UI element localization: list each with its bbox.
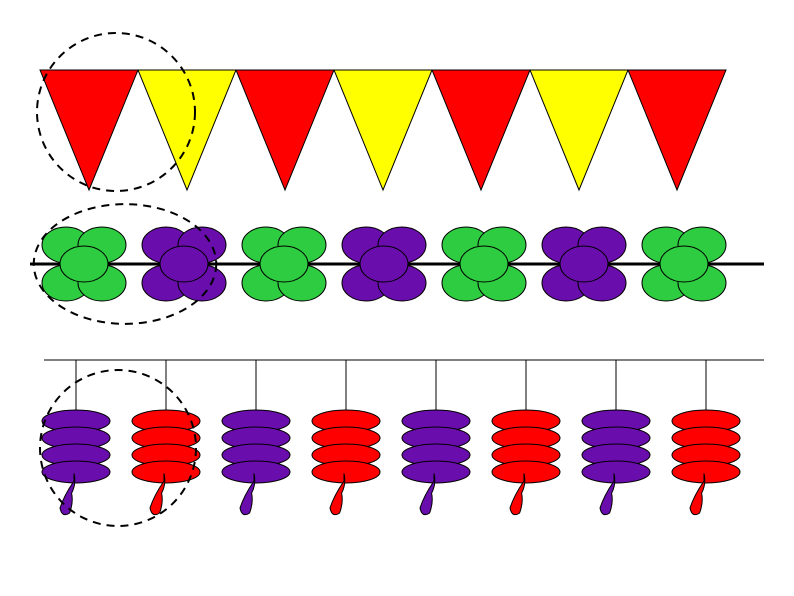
lantern-disc [312,461,380,483]
lantern-disc [42,461,110,483]
lantern-disc [492,461,560,483]
flower-petal [660,246,708,282]
flower-petal [560,246,608,282]
lantern-disc [582,461,650,483]
flower-petal [360,246,408,282]
flower-petal [160,246,208,282]
flower-petal [260,246,308,282]
pattern-diagram [0,0,794,596]
flower-petal [460,246,508,282]
lantern-disc [222,461,290,483]
lantern-disc [402,461,470,483]
flower-petal [60,246,108,282]
lantern-disc [672,461,740,483]
